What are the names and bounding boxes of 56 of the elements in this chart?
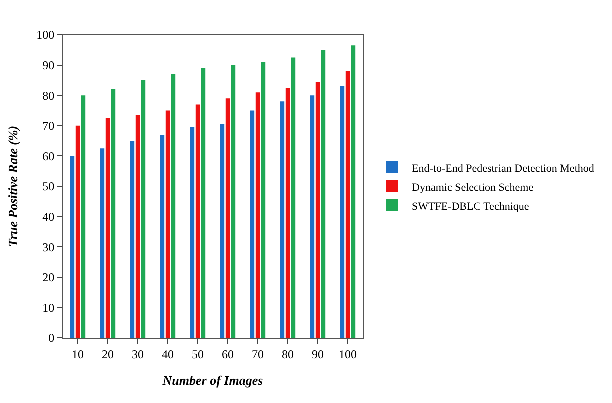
bar bbox=[220, 124, 225, 338]
bar bbox=[190, 127, 195, 338]
bar bbox=[321, 50, 326, 338]
bar bbox=[256, 92, 260, 338]
x-tick-label: 80 bbox=[282, 347, 294, 362]
x-tick-label: 70 bbox=[252, 347, 264, 362]
y-tick-label: 0 bbox=[48, 331, 55, 346]
y-tick-label: 70 bbox=[42, 119, 55, 134]
y-tick-label: 50 bbox=[42, 180, 55, 194]
bar bbox=[106, 118, 110, 338]
legend-label: End-to-End Pedestrian Detection Method bbox=[412, 162, 595, 175]
bar bbox=[316, 82, 320, 338]
x-tick-label: 50 bbox=[192, 347, 204, 362]
bar bbox=[196, 104, 200, 338]
bar bbox=[291, 58, 296, 338]
x-tick-label: 40 bbox=[162, 347, 174, 362]
bar bbox=[286, 88, 290, 338]
bar bbox=[231, 65, 236, 338]
bar bbox=[160, 134, 165, 338]
y-tick-label: 60 bbox=[42, 149, 55, 164]
bar bbox=[136, 115, 140, 338]
bar bbox=[100, 148, 105, 338]
bar bbox=[130, 141, 135, 338]
bar bbox=[261, 62, 266, 338]
bar bbox=[81, 96, 86, 338]
y-tick-label: 100 bbox=[36, 28, 55, 42]
y-tick-label: 30 bbox=[42, 240, 55, 254]
y-tick-label: 20 bbox=[42, 270, 55, 285]
bar bbox=[76, 126, 80, 338]
legend-label: Dynamic Selection Scheme bbox=[412, 182, 534, 194]
x-axis-title: Number of Images bbox=[162, 373, 264, 388]
x-tick-label: 60 bbox=[222, 347, 234, 362]
bar bbox=[250, 110, 255, 338]
y-tick-label: 90 bbox=[42, 58, 55, 72]
bar bbox=[310, 96, 315, 338]
y-tick-label: 10 bbox=[42, 300, 55, 315]
x-tick-label: 30 bbox=[132, 347, 144, 362]
x-tick-label: 90 bbox=[312, 347, 324, 362]
x-tick-label: 10 bbox=[72, 347, 84, 362]
bar bbox=[226, 98, 230, 338]
bar bbox=[70, 156, 75, 338]
bar bbox=[340, 86, 345, 338]
y-tick-label: 40 bbox=[42, 210, 55, 224]
bar bbox=[171, 74, 176, 338]
bar bbox=[166, 110, 170, 338]
y-tick-label: 80 bbox=[42, 88, 55, 103]
y-axis-title: True Positive Rate (%) bbox=[6, 126, 21, 248]
bar bbox=[201, 68, 206, 338]
bar bbox=[346, 71, 350, 338]
bar bbox=[280, 102, 285, 338]
bar bbox=[141, 80, 146, 338]
x-tick-label: 100 bbox=[339, 347, 357, 362]
bar bbox=[351, 46, 356, 338]
x-tick-label: 20 bbox=[102, 347, 114, 362]
legend-label: SWTFE-DBLC Technique bbox=[412, 200, 530, 213]
bar bbox=[111, 90, 116, 338]
